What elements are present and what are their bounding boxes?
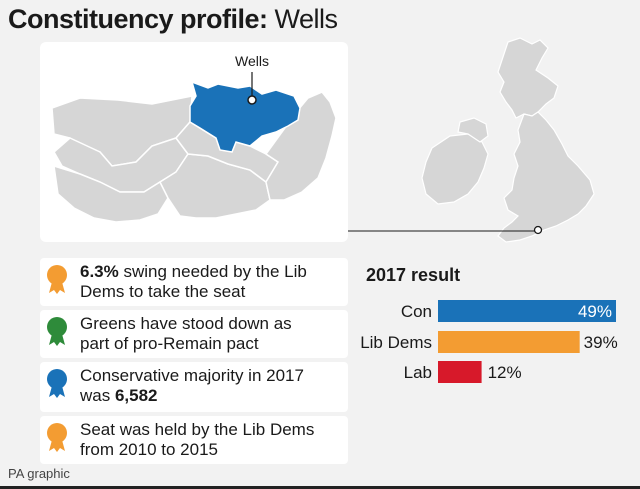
- region-frome: [264, 91, 337, 201]
- rosette-icon: [47, 317, 67, 346]
- uk-wells-marker: [533, 225, 543, 235]
- fact-text: 6.3% swing needed by the Lib Dems to tak…: [80, 262, 307, 302]
- rosette-icon: [47, 265, 67, 294]
- bar: [438, 361, 482, 383]
- fact-rest: Seat was held by the Lib Dems from 2010 …: [80, 420, 315, 459]
- fact-text: Greens have stood down as part of pro-Re…: [80, 314, 292, 354]
- category-label: Con: [401, 302, 432, 321]
- chart-title: 2017 result: [366, 265, 461, 285]
- bottom-rule: [0, 486, 640, 489]
- fact-item: Seat was held by the Lib Dems from 2010 …: [40, 416, 348, 464]
- regional-map-panel: Wells: [40, 42, 348, 242]
- value-label: 49%: [578, 302, 612, 321]
- wells-location-marker: [247, 95, 257, 105]
- rosette-icon: [47, 423, 67, 452]
- title-bold: Constituency profile:: [8, 4, 268, 34]
- bar: [438, 300, 616, 322]
- page-title: Constituency profile: Wells: [8, 4, 338, 35]
- england-wales-shape: [497, 111, 595, 243]
- region-wells-highlight: [189, 80, 301, 153]
- fact-rest: Greens have stood down as part of pro-Re…: [80, 314, 292, 353]
- rosette-icon: [47, 369, 67, 398]
- fact-rest: Conservative majority in 2017 was: [80, 366, 304, 405]
- fact-item: Greens have stood down as part of pro-Re…: [40, 310, 348, 358]
- category-label: Lib Dems: [360, 333, 432, 352]
- scotland-shape: [497, 37, 559, 119]
- northern-ireland-shape: [457, 117, 489, 143]
- source-credit: PA graphic: [8, 466, 70, 481]
- fact-item: Conservative majority in 2017 was 6,582: [40, 362, 348, 412]
- fact-text: Seat was held by the Lib Dems from 2010 …: [80, 420, 314, 460]
- value-label: 12%: [488, 363, 522, 382]
- ireland-shape: [421, 133, 489, 205]
- bar: [438, 331, 580, 353]
- rosette-orange: [47, 265, 67, 285]
- value-label: 39%: [584, 333, 618, 352]
- fact-rest: swing needed by the Lib Dems to take the…: [80, 262, 307, 301]
- fact-bold: 6.3%: [80, 262, 119, 281]
- region-taunton: [53, 164, 169, 223]
- title-constituency: Wells: [267, 4, 339, 34]
- wells-map-label: Wells: [235, 53, 269, 69]
- uk-map: [421, 37, 595, 243]
- regional-map: Wells: [51, 53, 337, 223]
- category-label: Lab: [404, 363, 432, 382]
- fact-bold: 6,582: [114, 386, 158, 405]
- fact-item: 6.3% swing needed by the Lib Dems to tak…: [40, 258, 348, 306]
- fact-text: Conservative majority in 2017 was 6,582: [80, 366, 304, 406]
